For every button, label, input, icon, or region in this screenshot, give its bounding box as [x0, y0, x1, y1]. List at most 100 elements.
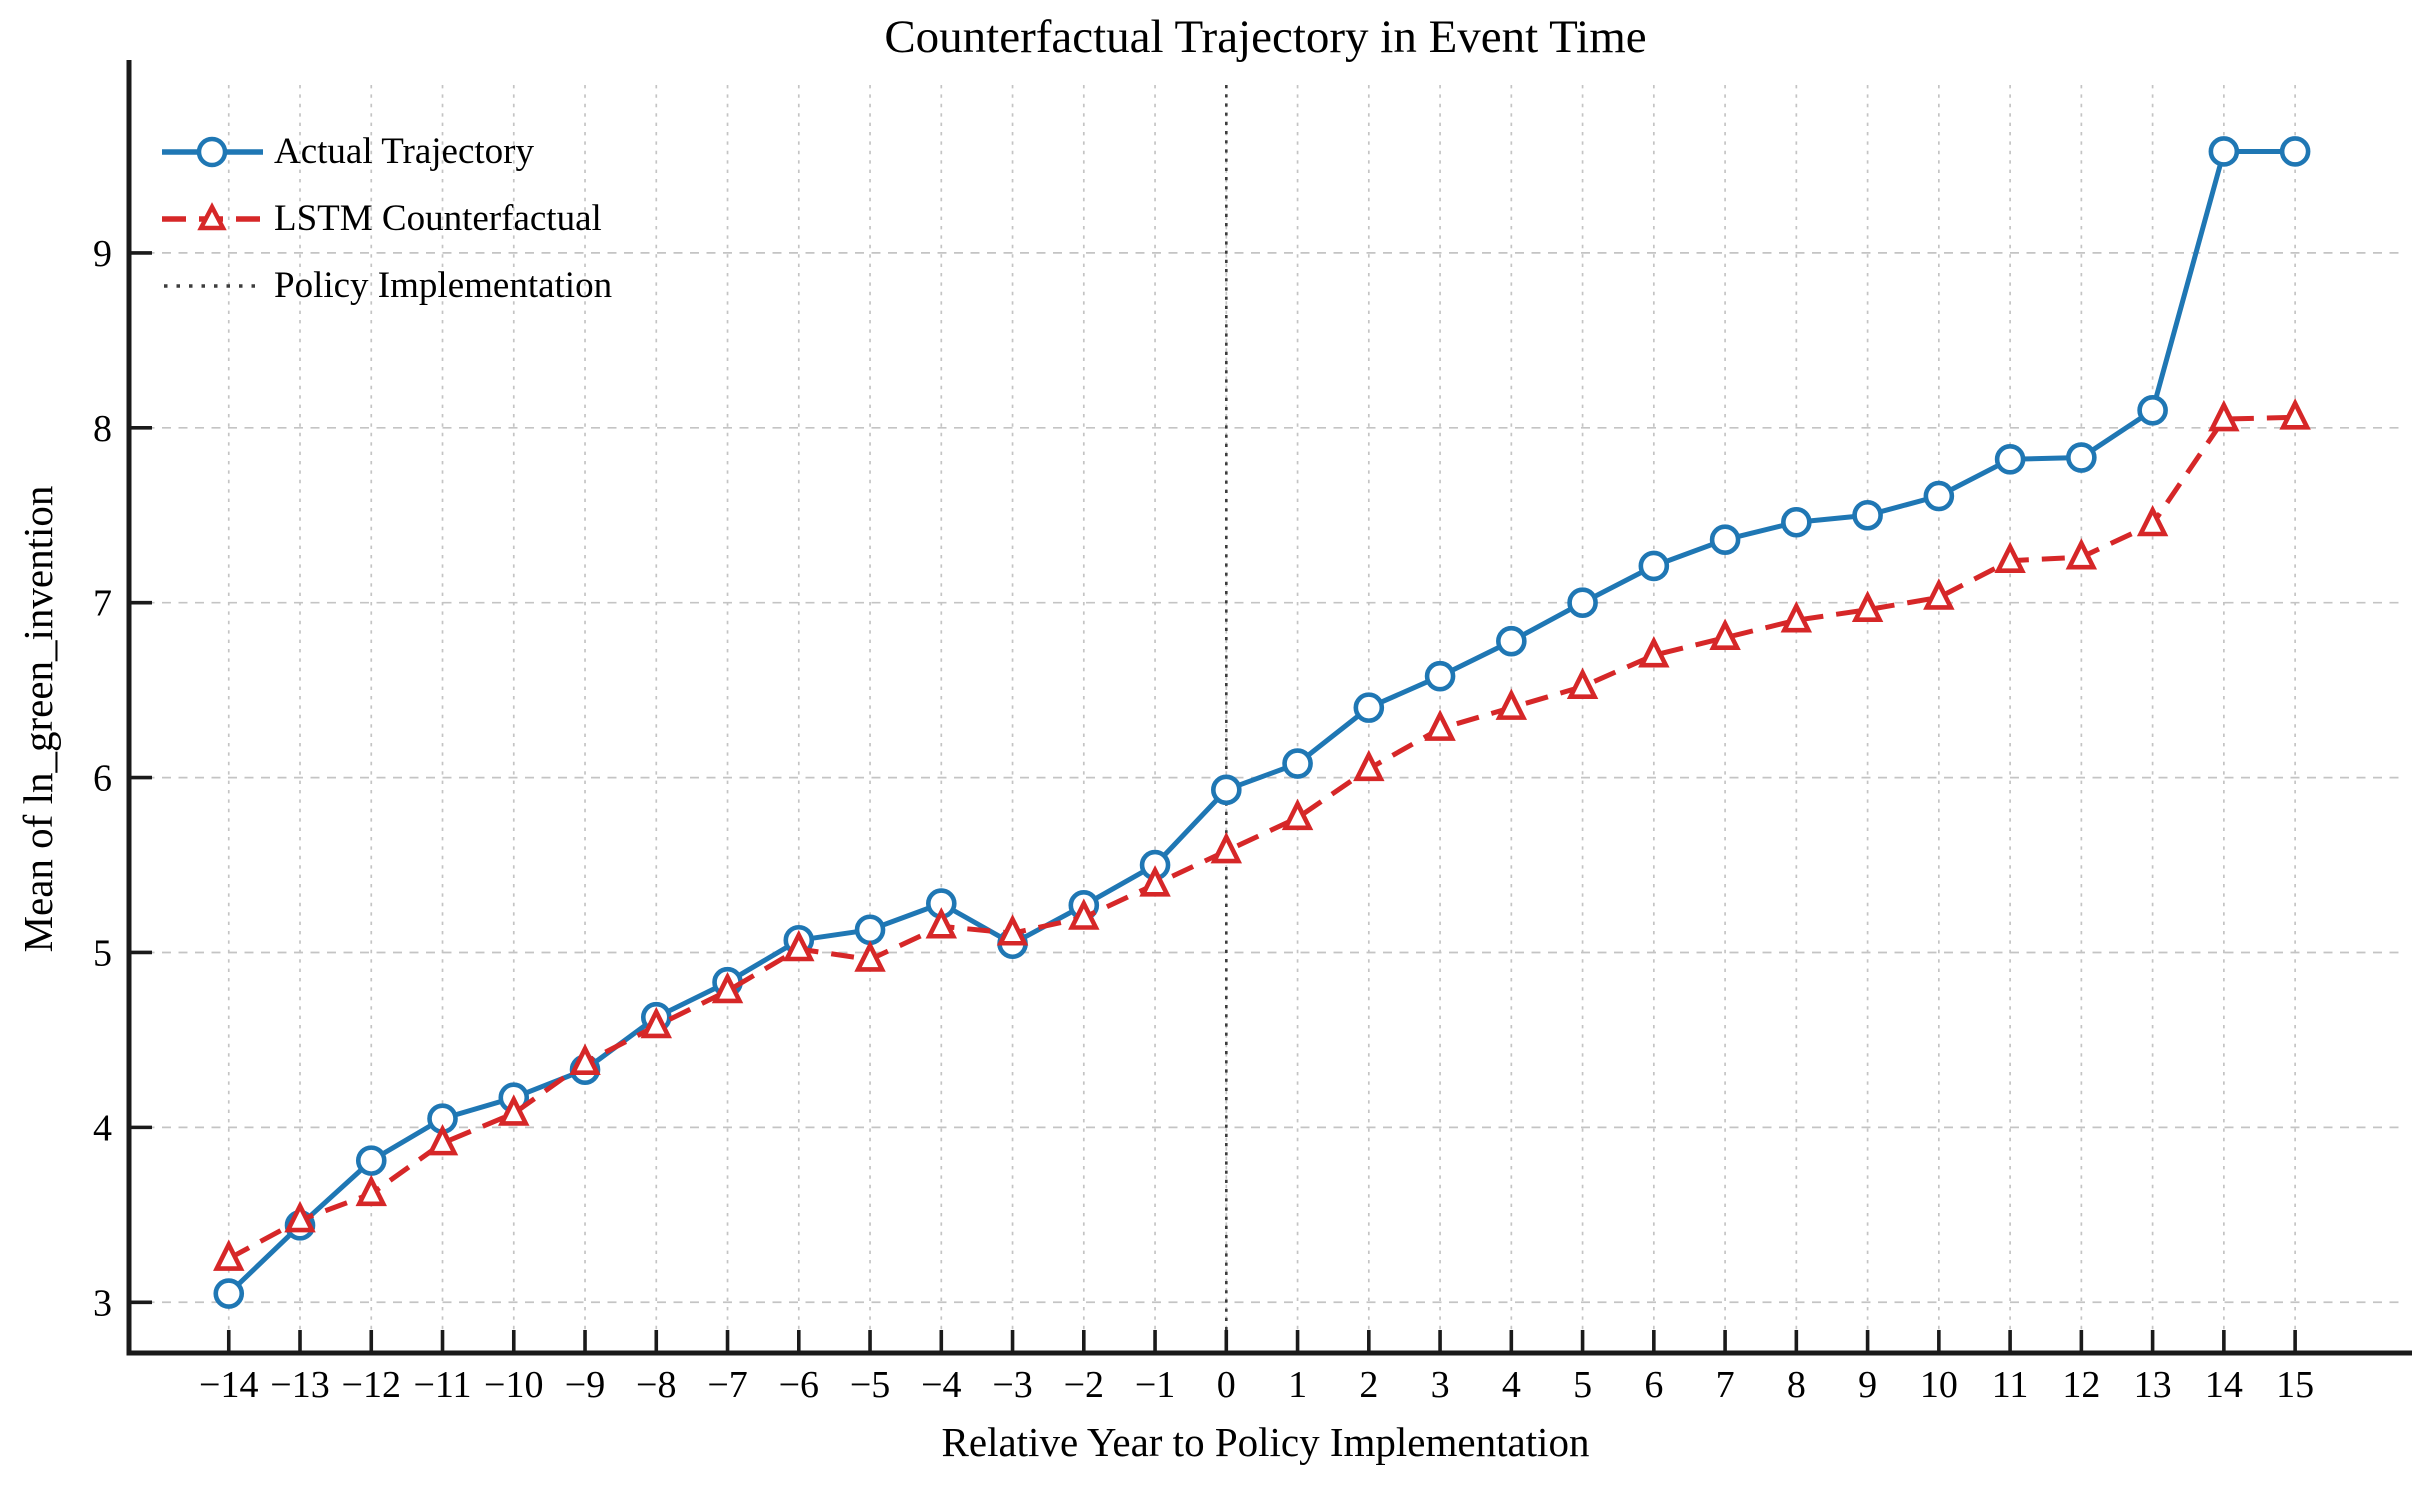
data-point-triangle-marker	[1780, 601, 1813, 633]
series-line-lstm-counterfactual	[227, 414, 2296, 1261]
data-point-triangle-marker	[1353, 749, 1385, 782]
data-point-triangle-marker	[2065, 538, 2098, 570]
x-tick-label: −6	[779, 1364, 819, 1406]
data-point-triangle-marker	[284, 1200, 316, 1233]
data-point-circle-marker	[355, 1145, 387, 1176]
data-point-triangle-marker	[996, 914, 1029, 946]
x-tick-label: 0	[1217, 1364, 1236, 1406]
legend-item-lstm-counterfactual: LSTM Counterfactual	[160, 185, 612, 252]
x-tick-label: 5	[1573, 1364, 1592, 1406]
y-tick-label: 6	[93, 758, 112, 800]
data-point-triangle-marker	[1566, 667, 1599, 699]
y-tick-label: 9	[93, 233, 112, 275]
data-point-triangle-marker	[640, 1006, 673, 1039]
x-tick-label: 8	[1787, 1364, 1806, 1406]
data-point-triangle-marker	[1994, 541, 2026, 574]
y-tick-label: 5	[93, 932, 112, 974]
x-tick-label: 13	[2134, 1364, 2172, 1406]
x-tick-label: 12	[2062, 1364, 2100, 1406]
data-point-circle-marker	[1424, 660, 1456, 692]
data-point-triangle-marker	[1068, 898, 1100, 930]
data-point-triangle-marker	[711, 971, 744, 1004]
data-point-triangle-marker	[1638, 636, 1670, 668]
legend-item-policy-implementation: Policy Implementation	[160, 252, 612, 319]
y-tick-label: 3	[93, 1282, 112, 1324]
data-point-circle-marker	[2137, 395, 2168, 426]
x-tick-label: −2	[1064, 1364, 1104, 1406]
data-point-circle-marker	[1852, 499, 1883, 531]
data-point-circle-marker	[1994, 443, 2026, 475]
x-tick-label: 3	[1431, 1364, 1450, 1406]
data-point-triangle-marker	[213, 1239, 245, 1271]
lstm-counterfactual-dashed-triangle-icon	[162, 201, 263, 230]
x-tick-label: −5	[850, 1364, 890, 1406]
data-point-circle-marker	[2279, 136, 2311, 167]
data-point-triangle-marker	[1851, 590, 1884, 622]
x-tick-label: −7	[707, 1364, 747, 1406]
data-point-triangle-marker	[1210, 831, 1243, 864]
data-point-circle-marker	[213, 1278, 245, 1309]
x-tick-label: −11	[414, 1364, 472, 1406]
x-tick-label: 14	[2205, 1364, 2243, 1406]
data-point-circle-marker	[1353, 692, 1385, 723]
legend-label-actual-trajectory: Actual Trajectory	[274, 131, 534, 172]
data-point-triangle-marker	[2279, 398, 2311, 430]
legend: Actual Trajectory LSTM Counterfactual Po…	[160, 118, 612, 319]
data-point-triangle-marker	[1424, 709, 1456, 741]
data-point-circle-marker	[2066, 442, 2097, 473]
data-point-circle-marker	[1923, 480, 1955, 512]
data-point-triangle-marker	[498, 1094, 530, 1126]
x-tick-label: 4	[1502, 1364, 1521, 1406]
x-tick-label: −9	[565, 1364, 605, 1406]
y-tick-label: 7	[93, 583, 112, 625]
x-tick-label: 2	[1359, 1364, 1378, 1406]
data-point-triangle-marker	[2136, 504, 2169, 537]
data-point-circle-marker	[1496, 625, 1527, 657]
x-axis-label: Relative Year to Policy Implementation	[941, 1419, 1590, 1465]
data-point-triangle-marker	[925, 907, 958, 939]
y-tick-label: 8	[93, 408, 112, 450]
x-tick-label: −12	[342, 1364, 401, 1406]
data-point-triangle-marker	[783, 929, 815, 962]
data-point-triangle-marker	[1709, 618, 1741, 650]
x-tick-label: 15	[2276, 1364, 2314, 1406]
policy-implementation-dotted-line-icon	[164, 283, 261, 288]
data-point-triangle-marker	[2208, 399, 2240, 432]
x-tick-label: −3	[992, 1364, 1032, 1406]
data-point-circle-marker	[1211, 774, 1242, 806]
data-point-triangle-marker	[569, 1043, 601, 1075]
x-tick-label: −1	[1135, 1364, 1175, 1406]
data-point-triangle-marker	[426, 1123, 459, 1156]
x-tick-label: −10	[484, 1364, 543, 1406]
data-point-circle-marker	[854, 914, 886, 946]
x-tick-label: 10	[1920, 1364, 1958, 1406]
legend-item-actual-trajectory: Actual Trajectory	[160, 118, 612, 185]
data-point-triangle-marker	[1139, 865, 1171, 897]
x-tick-label: 6	[1644, 1364, 1663, 1406]
x-tick-label: −8	[636, 1364, 676, 1406]
data-point-circle-marker	[1567, 587, 1598, 618]
y-axis-label: Mean of ln_green_invention	[15, 485, 61, 953]
series-line-actual-trajectory	[227, 149, 2296, 1296]
data-point-triangle-marker	[1281, 798, 1314, 831]
x-tick-label: −4	[921, 1364, 961, 1406]
x-tick-label: 7	[1716, 1364, 1735, 1406]
y-tick-label: 4	[93, 1107, 112, 1149]
data-point-circle-marker	[1709, 524, 1741, 556]
data-point-circle-marker	[1638, 550, 1670, 582]
actual-trajectory-line-marker-icon	[162, 136, 263, 167]
data-point-triangle-marker	[1923, 578, 1955, 610]
legend-label-lstm-counterfactual: LSTM Counterfactual	[274, 198, 602, 239]
data-point-triangle-marker	[355, 1174, 387, 1207]
x-tick-label: −14	[199, 1364, 258, 1406]
data-point-circle-marker	[1282, 748, 1313, 779]
x-tick-label: 9	[1858, 1364, 1877, 1406]
x-tick-label: 11	[1992, 1364, 2029, 1406]
chart-title: Counterfactual Trajectory in Event Time	[884, 11, 1647, 63]
legend-label-policy-implementation: Policy Implementation	[274, 265, 613, 306]
x-tick-label: −13	[270, 1364, 329, 1406]
data-point-circle-marker	[1781, 506, 1812, 538]
data-point-triangle-marker	[1495, 688, 1528, 720]
